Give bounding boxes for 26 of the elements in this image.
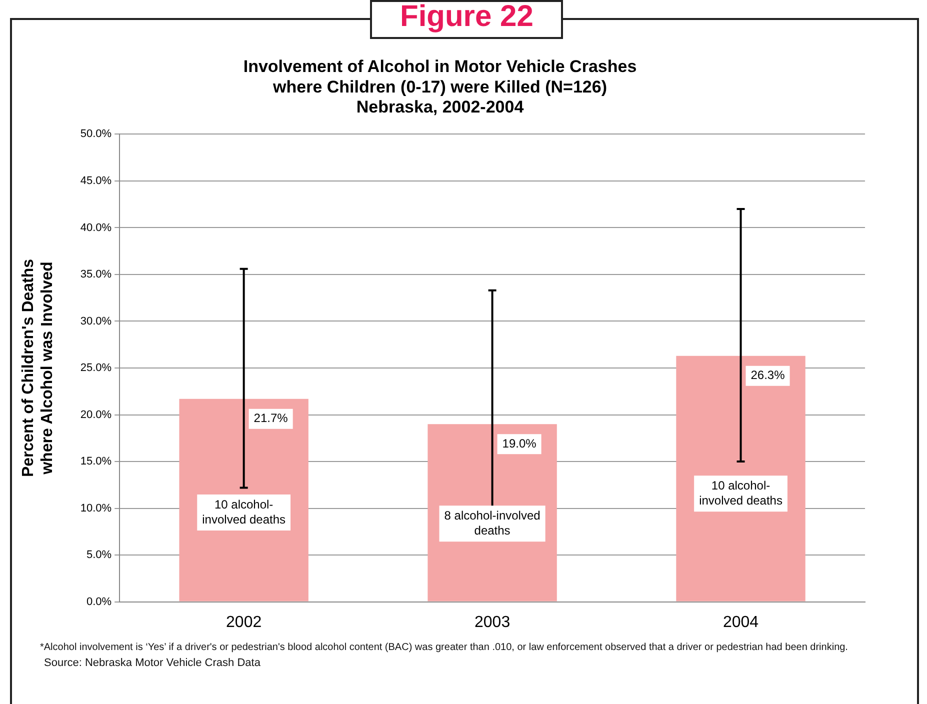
y-tick-label: 5.0% xyxy=(86,549,112,562)
y-tick-label: 40.0% xyxy=(80,222,112,234)
x-tick-label: 2002 xyxy=(226,614,262,631)
y-axis-title: Percent of Children's Deaths where Alcohol was Involved xyxy=(20,258,56,478)
caption: Figure 22 xyxy=(370,0,564,39)
y-tick-label: 50.0% xyxy=(80,128,112,140)
annotation: 10 alcohol- involved deaths xyxy=(202,497,286,526)
y-tick-label: 35.0% xyxy=(80,268,112,281)
annotation: 8 alcohol-involved deaths xyxy=(444,508,540,538)
annotation: 10 alcohol- involved deaths xyxy=(699,478,782,508)
y-tick-label: 25.0% xyxy=(80,362,112,374)
x-tick-label: 2004 xyxy=(722,614,759,631)
chart-title: Involvement of Alcohol in Motor Vehicle Crashes where Children (0-17) were Killed (N=126) Nebraska, 2002-2004 xyxy=(243,56,637,117)
data-label: 19.0% xyxy=(502,436,537,450)
text: *Alcohol involvement is ‘Yes’ if a driver's or pedestrian's blood alcohol content (BAC) was greater than .010, or law enforcement observed that a driver or pedestrian had been drinking. xyxy=(40,642,848,653)
source-note: Source: Nebraska Motor Vehicle Crash Data xyxy=(44,657,262,669)
bar xyxy=(676,356,806,602)
y-tick-label: 0.0% xyxy=(86,596,112,608)
x-tick-label: 2003 xyxy=(474,614,510,631)
data-label: 21.7% xyxy=(254,411,288,426)
data-label: 26.3% xyxy=(750,368,786,382)
y-tick-label: 30.0% xyxy=(80,315,112,328)
y-tick-label: 45.0% xyxy=(80,174,112,187)
y-tick-label: 20.0% xyxy=(80,408,112,421)
y-tick-label: 10.0% xyxy=(80,502,112,514)
y-tick-label: 15.0% xyxy=(80,456,112,468)
